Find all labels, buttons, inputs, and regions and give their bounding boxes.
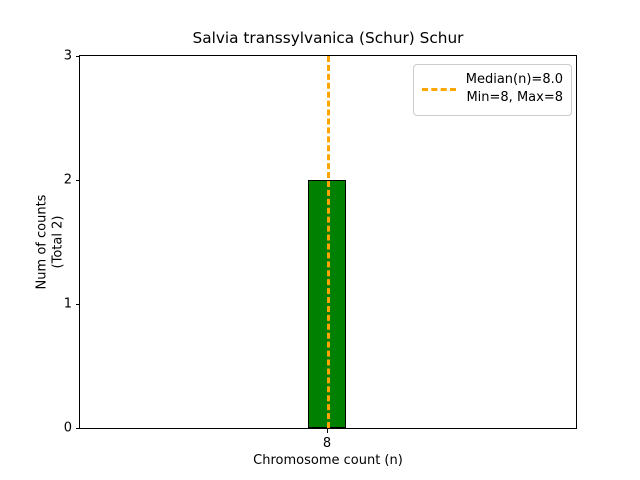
dashed-line-icon bbox=[422, 87, 456, 91]
legend-entry-median: Median(n)=8.0 bbox=[465, 72, 563, 87]
ytick-label-0: 0 bbox=[63, 420, 72, 436]
y-axis-label: Num of counts bbox=[34, 194, 50, 290]
ytick-mark-1 bbox=[75, 304, 80, 305]
median-line bbox=[327, 56, 330, 428]
legend: Median(n)=8.0 Min=8, Max=8 bbox=[413, 64, 572, 116]
ytick-label-2: 2 bbox=[63, 172, 72, 188]
y-axis-label-total: (Total 2) bbox=[50, 215, 66, 269]
ytick-mark-0 bbox=[75, 428, 80, 429]
plot-inner bbox=[80, 56, 576, 428]
x-axis-label: Chromosome count (n) bbox=[253, 453, 403, 468]
xtick-label-8: 8 bbox=[322, 436, 332, 451]
ytick-label-3: 3 bbox=[63, 48, 72, 64]
ytick-mark-3 bbox=[75, 56, 80, 57]
xtick-mark-8 bbox=[327, 428, 328, 433]
ytick-mark-2 bbox=[75, 179, 80, 181]
legend-row: Median(n)=8.0 Min=8, Max=8 bbox=[422, 71, 563, 108]
plot-area: 0 1 2 3 8 bbox=[64, 49, 577, 451]
ytick-label-1: 1 bbox=[63, 296, 72, 312]
page-title: Salvia transsylvanica (Schur) Schur bbox=[192, 29, 464, 47]
legend-text-group: Median(n)=8.0 Min=8, Max=8 bbox=[465, 71, 563, 108]
bar-count-8[interactable] bbox=[308, 180, 346, 428]
legend-entry-range: Min=8, Max=8 bbox=[466, 90, 563, 106]
